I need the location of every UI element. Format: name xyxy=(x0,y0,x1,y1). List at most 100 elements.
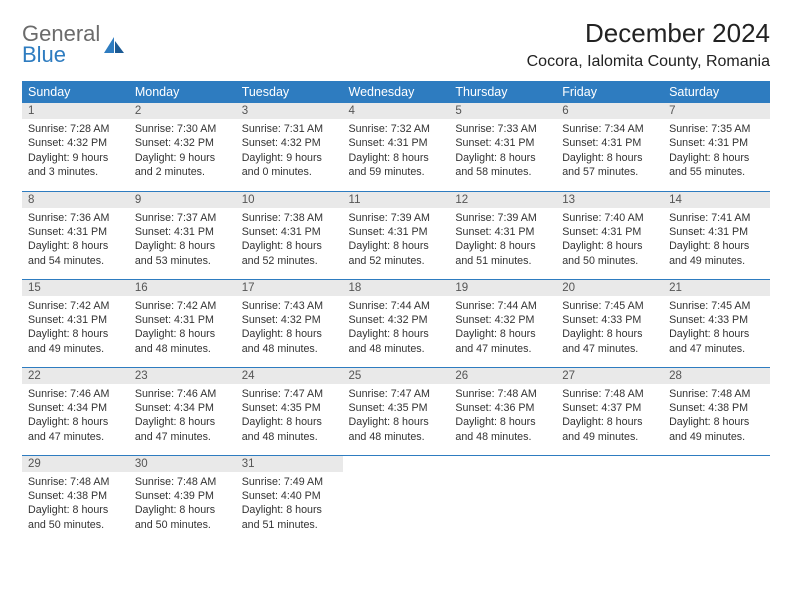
month-title: December 2024 xyxy=(527,18,770,49)
sunset-text: Sunset: 4:32 PM xyxy=(349,313,444,327)
sunrise-text: Sunrise: 7:48 AM xyxy=(135,475,230,489)
calendar-cell: 16Sunrise: 7:42 AMSunset: 4:31 PMDayligh… xyxy=(129,279,236,367)
day-number: 9 xyxy=(129,192,236,208)
sunrise-text: Sunrise: 7:32 AM xyxy=(349,122,444,136)
calendar-cell: 30Sunrise: 7:48 AMSunset: 4:39 PMDayligh… xyxy=(129,455,236,543)
daylight-text: Daylight: 8 hours and 48 minutes. xyxy=(135,327,230,356)
sunrise-text: Sunrise: 7:48 AM xyxy=(669,387,764,401)
day-details: Sunrise: 7:48 AMSunset: 4:38 PMDaylight:… xyxy=(22,472,129,539)
day-details: Sunrise: 7:42 AMSunset: 4:31 PMDaylight:… xyxy=(129,296,236,363)
day-details: Sunrise: 7:48 AMSunset: 4:36 PMDaylight:… xyxy=(449,384,556,451)
sunrise-text: Sunrise: 7:34 AM xyxy=(562,122,657,136)
sunrise-text: Sunrise: 7:37 AM xyxy=(135,211,230,225)
day-number: 19 xyxy=(449,280,556,296)
day-number: 18 xyxy=(343,280,450,296)
sunrise-text: Sunrise: 7:45 AM xyxy=(562,299,657,313)
day-details: Sunrise: 7:35 AMSunset: 4:31 PMDaylight:… xyxy=(663,119,770,186)
weekday-header: Friday xyxy=(556,81,663,103)
calendar-week-row: 15Sunrise: 7:42 AMSunset: 4:31 PMDayligh… xyxy=(22,279,770,367)
sunset-text: Sunset: 4:39 PM xyxy=(135,489,230,503)
calendar-cell: 9Sunrise: 7:37 AMSunset: 4:31 PMDaylight… xyxy=(129,191,236,279)
sunset-text: Sunset: 4:34 PM xyxy=(135,401,230,415)
calendar-cell: 4Sunrise: 7:32 AMSunset: 4:31 PMDaylight… xyxy=(343,103,450,191)
logo-text: General Blue xyxy=(22,24,100,66)
daylight-text: Daylight: 8 hours and 59 minutes. xyxy=(349,151,444,180)
sunrise-text: Sunrise: 7:33 AM xyxy=(455,122,550,136)
day-details: Sunrise: 7:48 AMSunset: 4:38 PMDaylight:… xyxy=(663,384,770,451)
sunset-text: Sunset: 4:31 PM xyxy=(562,136,657,150)
sunrise-text: Sunrise: 7:44 AM xyxy=(349,299,444,313)
day-details: Sunrise: 7:48 AMSunset: 4:39 PMDaylight:… xyxy=(129,472,236,539)
day-details: Sunrise: 7:34 AMSunset: 4:31 PMDaylight:… xyxy=(556,119,663,186)
sunset-text: Sunset: 4:35 PM xyxy=(349,401,444,415)
sunrise-text: Sunrise: 7:38 AM xyxy=(242,211,337,225)
sunset-text: Sunset: 4:31 PM xyxy=(562,225,657,239)
day-details: Sunrise: 7:36 AMSunset: 4:31 PMDaylight:… xyxy=(22,208,129,275)
sunset-text: Sunset: 4:31 PM xyxy=(455,225,550,239)
day-number: 31 xyxy=(236,456,343,472)
day-details: Sunrise: 7:28 AMSunset: 4:32 PMDaylight:… xyxy=(22,119,129,186)
sunset-text: Sunset: 4:33 PM xyxy=(562,313,657,327)
day-number: 10 xyxy=(236,192,343,208)
calendar-cell: 20Sunrise: 7:45 AMSunset: 4:33 PMDayligh… xyxy=(556,279,663,367)
daylight-text: Daylight: 8 hours and 50 minutes. xyxy=(135,503,230,532)
calendar-cell: 23Sunrise: 7:46 AMSunset: 4:34 PMDayligh… xyxy=(129,367,236,455)
calendar-cell: 6Sunrise: 7:34 AMSunset: 4:31 PMDaylight… xyxy=(556,103,663,191)
header: General Blue December 2024 Cocora, Ialom… xyxy=(22,18,770,71)
calendar-cell: 17Sunrise: 7:43 AMSunset: 4:32 PMDayligh… xyxy=(236,279,343,367)
day-number: 16 xyxy=(129,280,236,296)
sunset-text: Sunset: 4:31 PM xyxy=(28,225,123,239)
sunrise-text: Sunrise: 7:39 AM xyxy=(455,211,550,225)
calendar-week-row: 1Sunrise: 7:28 AMSunset: 4:32 PMDaylight… xyxy=(22,103,770,191)
sunrise-text: Sunrise: 7:36 AM xyxy=(28,211,123,225)
daylight-text: Daylight: 9 hours and 3 minutes. xyxy=(28,151,123,180)
daylight-text: Daylight: 8 hours and 57 minutes. xyxy=(562,151,657,180)
sunrise-text: Sunrise: 7:49 AM xyxy=(242,475,337,489)
sunset-text: Sunset: 4:31 PM xyxy=(349,225,444,239)
daylight-text: Daylight: 8 hours and 48 minutes. xyxy=(349,415,444,444)
logo: General Blue xyxy=(22,24,126,66)
calendar-week-row: 8Sunrise: 7:36 AMSunset: 4:31 PMDaylight… xyxy=(22,191,770,279)
day-number: 30 xyxy=(129,456,236,472)
day-number: 21 xyxy=(663,280,770,296)
daylight-text: Daylight: 8 hours and 58 minutes. xyxy=(455,151,550,180)
daylight-text: Daylight: 8 hours and 49 minutes. xyxy=(669,415,764,444)
day-details: Sunrise: 7:30 AMSunset: 4:32 PMDaylight:… xyxy=(129,119,236,186)
title-block: December 2024 Cocora, Ialomita County, R… xyxy=(527,18,770,71)
sunrise-text: Sunrise: 7:44 AM xyxy=(455,299,550,313)
day-number: 17 xyxy=(236,280,343,296)
daylight-text: Daylight: 8 hours and 55 minutes. xyxy=(669,151,764,180)
daylight-text: Daylight: 8 hours and 47 minutes. xyxy=(28,415,123,444)
daylight-text: Daylight: 8 hours and 47 minutes. xyxy=(455,327,550,356)
sunrise-text: Sunrise: 7:48 AM xyxy=(28,475,123,489)
day-details: Sunrise: 7:46 AMSunset: 4:34 PMDaylight:… xyxy=(129,384,236,451)
sunrise-text: Sunrise: 7:40 AM xyxy=(562,211,657,225)
sunset-text: Sunset: 4:31 PM xyxy=(135,225,230,239)
day-number: 6 xyxy=(556,103,663,119)
sunrise-text: Sunrise: 7:39 AM xyxy=(349,211,444,225)
day-number: 27 xyxy=(556,368,663,384)
weekday-header: Saturday xyxy=(663,81,770,103)
sunset-text: Sunset: 4:32 PM xyxy=(455,313,550,327)
calendar-cell: 15Sunrise: 7:42 AMSunset: 4:31 PMDayligh… xyxy=(22,279,129,367)
sunset-text: Sunset: 4:31 PM xyxy=(669,225,764,239)
day-details: Sunrise: 7:47 AMSunset: 4:35 PMDaylight:… xyxy=(343,384,450,451)
day-number: 28 xyxy=(663,368,770,384)
day-details: Sunrise: 7:48 AMSunset: 4:37 PMDaylight:… xyxy=(556,384,663,451)
day-number: 22 xyxy=(22,368,129,384)
day-details: Sunrise: 7:37 AMSunset: 4:31 PMDaylight:… xyxy=(129,208,236,275)
daylight-text: Daylight: 8 hours and 52 minutes. xyxy=(242,239,337,268)
daylight-text: Daylight: 8 hours and 47 minutes. xyxy=(669,327,764,356)
calendar-week-row: 22Sunrise: 7:46 AMSunset: 4:34 PMDayligh… xyxy=(22,367,770,455)
daylight-text: Daylight: 9 hours and 2 minutes. xyxy=(135,151,230,180)
sunrise-text: Sunrise: 7:46 AM xyxy=(28,387,123,401)
day-details: Sunrise: 7:39 AMSunset: 4:31 PMDaylight:… xyxy=(343,208,450,275)
daylight-text: Daylight: 8 hours and 49 minutes. xyxy=(28,327,123,356)
day-number: 11 xyxy=(343,192,450,208)
day-number: 14 xyxy=(663,192,770,208)
day-number: 3 xyxy=(236,103,343,119)
day-number: 5 xyxy=(449,103,556,119)
day-details: Sunrise: 7:46 AMSunset: 4:34 PMDaylight:… xyxy=(22,384,129,451)
day-number: 2 xyxy=(129,103,236,119)
day-details: Sunrise: 7:39 AMSunset: 4:31 PMDaylight:… xyxy=(449,208,556,275)
